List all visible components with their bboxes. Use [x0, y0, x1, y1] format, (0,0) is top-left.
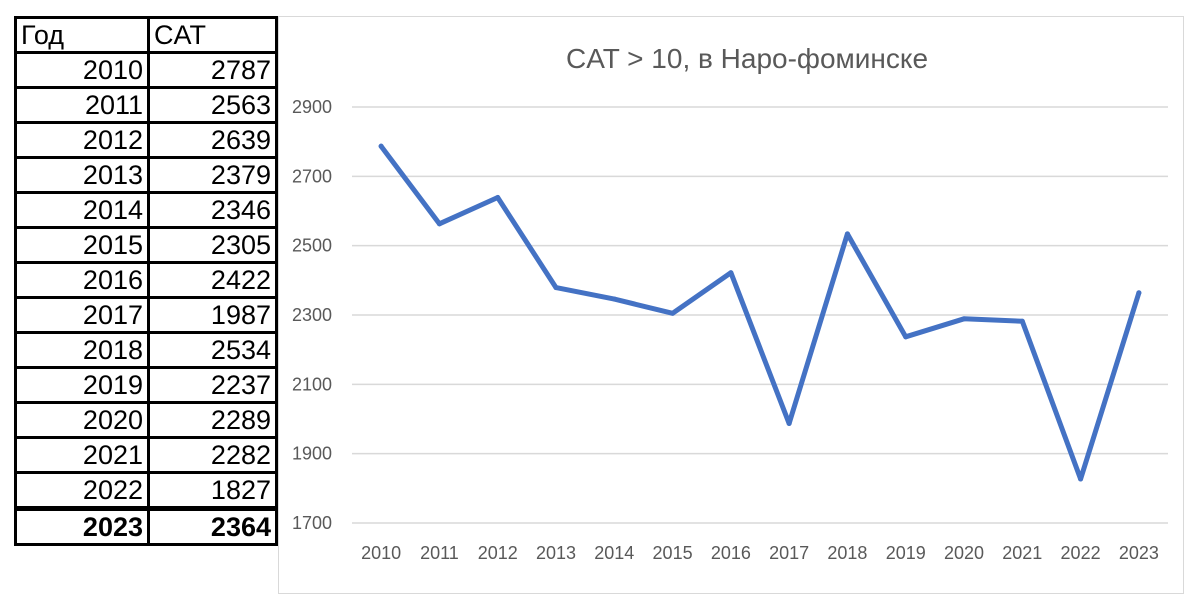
data-table: Год CAT 2010 2787 2011 2563 2012 2639 2013 2379…	[14, 16, 278, 546]
x-tick-label: 2013	[536, 543, 576, 563]
x-tick-label: 2015	[653, 543, 693, 563]
data-point	[728, 270, 734, 276]
data-point	[670, 310, 676, 316]
table-cell-year: 2022	[14, 471, 150, 510]
series-line	[378, 143, 1142, 482]
x-tick-label: 2011	[420, 543, 459, 563]
data-point	[378, 143, 384, 149]
table-cell-value: 2289	[147, 401, 278, 439]
x-tick-label: 2010	[361, 543, 401, 563]
table-row: 2017 1987	[14, 296, 278, 334]
table-cell-year: 2013	[14, 156, 150, 194]
table-cell-year: 2023	[14, 507, 150, 546]
data-point	[1078, 476, 1084, 482]
table-cell-value: 2305	[147, 226, 278, 264]
table-cell-year: 2010	[14, 51, 150, 89]
data-point	[961, 316, 967, 322]
table-cell-value: 1827	[147, 471, 278, 510]
data-point	[436, 221, 442, 227]
y-tick-label: 2500	[292, 236, 332, 256]
table-header-row: Год CAT	[14, 16, 278, 54]
data-point	[844, 231, 850, 237]
table-cell-year: 2017	[14, 296, 150, 334]
table-cell-value: 2364	[147, 507, 278, 546]
data-point	[1019, 318, 1025, 324]
table-cell-value: 2534	[147, 331, 278, 369]
table-cell-value: 2787	[147, 51, 278, 89]
table-header-cat: CAT	[147, 16, 278, 54]
table-row: 2011 2563	[14, 86, 278, 124]
table-row: 2023 2364	[14, 507, 278, 546]
x-tick-label: 2018	[827, 543, 867, 563]
table-header-year: Год	[14, 16, 150, 54]
x-tick-label: 2017	[769, 543, 809, 563]
table-body: Год CAT 2010 2787 2011 2563 2012 2639 2013 2379…	[14, 16, 278, 546]
table-row: 2012 2639	[14, 121, 278, 159]
chart-title: CAT > 10, в Наро-фоминске	[566, 43, 928, 74]
table-cell-year: 2016	[14, 261, 150, 299]
table-cell-value: 2282	[147, 436, 278, 474]
x-tick-label: 2023	[1119, 543, 1159, 563]
table-row: 2019 2237	[14, 366, 278, 404]
table-row: 2010 2787	[14, 51, 278, 89]
y-tick-label: 2700	[292, 166, 332, 186]
grid-lines	[352, 106, 1168, 524]
x-tick-label: 2012	[478, 543, 518, 563]
data-point	[495, 194, 501, 200]
data-point	[611, 296, 617, 302]
table-cell-year: 2018	[14, 331, 150, 369]
y-tick-label: 2300	[292, 305, 332, 325]
table-row: 2022 1827	[14, 471, 278, 510]
x-tick-label: 2014	[594, 543, 634, 563]
table-cell-year: 2012	[14, 121, 150, 159]
table-row: 2014 2346	[14, 191, 278, 229]
series-layer	[378, 143, 1142, 482]
table-cell-year: 2020	[14, 401, 150, 439]
y-tick-label: 1700	[292, 513, 332, 533]
data-point	[903, 334, 909, 340]
table-cell-value: 2346	[147, 191, 278, 229]
table-cell-value: 1987	[147, 296, 278, 334]
table-cell-value: 2639	[147, 121, 278, 159]
table-row: 2018 2534	[14, 331, 278, 369]
x-tick-label: 2020	[944, 543, 984, 563]
table-row: 2013 2379	[14, 156, 278, 194]
table-cell-year: 2019	[14, 366, 150, 404]
x-axis-ticks: 2010 2011 2012 2013 2014 2015 2016 2017 2018 2019…	[361, 543, 1159, 563]
table-cell-value: 2237	[147, 366, 278, 404]
x-tick-label: 2022	[1061, 543, 1101, 563]
table-row: 2021 2282	[14, 436, 278, 474]
y-tick-label: 1900	[292, 444, 332, 464]
table-cell-value: 2422	[147, 261, 278, 299]
line-chart: CAT > 10, в Наро-фоминске 1700 1900 2100 23…	[292, 43, 1168, 563]
x-tick-label: 2016	[711, 543, 751, 563]
table-cell-value: 2563	[147, 86, 278, 124]
table-row: 2016 2422	[14, 261, 278, 299]
data-point	[553, 285, 559, 291]
y-tick-label: 2100	[292, 374, 332, 394]
table-cell-year: 2021	[14, 436, 150, 474]
data-point	[1136, 290, 1142, 296]
table-cell-value: 2379	[147, 156, 278, 194]
table-cell-year: 2015	[14, 226, 150, 264]
table-row: 2020 2289	[14, 401, 278, 439]
y-axis-ticks: 1700 1900 2100 2300 2500 2700 2900	[292, 97, 332, 533]
y-tick-label: 2900	[292, 97, 332, 117]
table-cell-year: 2011	[14, 86, 150, 124]
x-tick-label: 2019	[886, 543, 926, 563]
x-tick-label: 2021	[1002, 543, 1042, 563]
table-cell-year: 2014	[14, 191, 150, 229]
data-point	[786, 421, 792, 427]
table-row: 2015 2305	[14, 226, 278, 264]
chart-frame	[278, 16, 1184, 594]
